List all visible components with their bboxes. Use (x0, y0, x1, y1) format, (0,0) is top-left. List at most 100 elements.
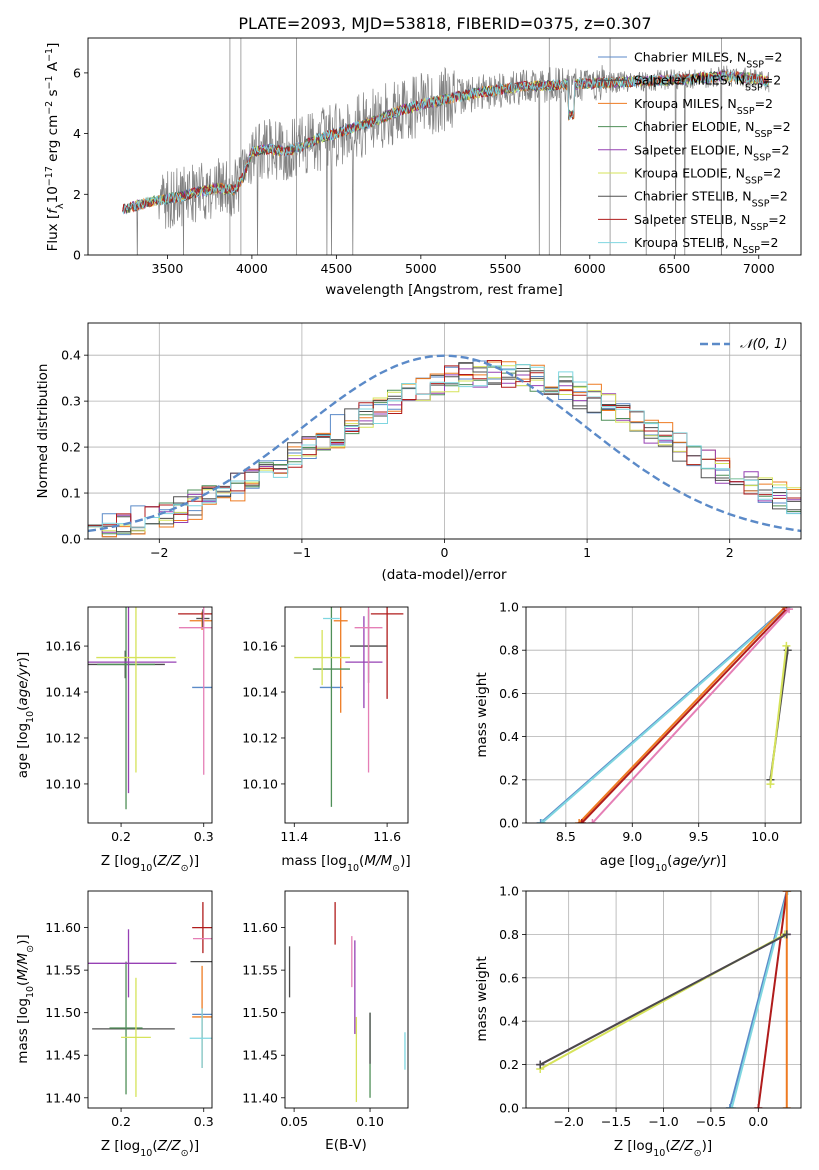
x-tick-label: 2 (726, 545, 734, 560)
label-part: =2 (769, 189, 787, 204)
label-part: 10 (347, 863, 359, 874)
errorbar-point (88, 929, 177, 998)
weight-line (728, 891, 788, 1108)
x-tick-label: −2.0 (553, 1114, 583, 1129)
x-axis-label: E(B-V) (325, 1137, 367, 1153)
x-tick-label: 0.10 (356, 1114, 384, 1129)
label-part: ( (665, 1138, 670, 1154)
y-tick-label: 11.55 (45, 963, 81, 978)
y-tick-label: 0.4 (61, 348, 81, 363)
y-tick-label: 0 (73, 248, 81, 263)
y-tick-label: 11.55 (242, 963, 278, 978)
x-tick-label: 1 (583, 545, 591, 560)
x-axis-label: (data-model)/error (381, 567, 507, 583)
legend-label: Kroupa MILES, NSSP=2 (634, 96, 773, 117)
y-tick-label: 6 (73, 65, 81, 80)
label-part: Flux [ (45, 214, 61, 252)
y-tick-label: 1.0 (499, 884, 519, 899)
mass-vs-extinction-panel: 0.05 0.10 11.40 11.45 11.50 11.55 11.60 E(B-V) (242, 890, 409, 1153)
label-part: λ (55, 203, 66, 209)
label-part: −1 (44, 75, 55, 89)
label-part: =2 (763, 73, 781, 88)
label-part: ⊙ (694, 1148, 702, 1159)
weight-line (769, 645, 788, 785)
y-tick-label: 0.0 (499, 816, 519, 831)
x-tick-label: 8.5 (556, 829, 576, 844)
y-axis-label: Flux [fλ10−17 erg cm−2 s−1 A−1] (44, 43, 66, 252)
figure-title: PLATE=2093, MJD=53818, FIBERID=0375, z=0… (238, 14, 651, 33)
x-tick-label: −1 (293, 545, 311, 560)
label-part: )] (400, 853, 411, 869)
normal-curve (88, 354, 801, 533)
x-tick-label: 0.3 (194, 1114, 214, 1129)
label-part: Kroupa MILES, N (634, 96, 737, 111)
legend-label: Chabrier STELIB, NSSP=2 (634, 189, 788, 210)
label-part: )] (189, 1138, 200, 1154)
axes-frame (87, 322, 802, 540)
y-tick-label: 10.12 (242, 730, 278, 745)
x-tick-label: 0.2 (111, 829, 131, 844)
legend-normal-label: 𝒩(0, 1) (740, 337, 787, 352)
y-tick-label: 0.8 (499, 927, 519, 942)
plot-area (88, 354, 801, 539)
x-tick-label: 10.0 (751, 829, 779, 844)
label-part: 10 (25, 986, 36, 998)
y-axis-label: mass [log10(M/M⊙)] (15, 934, 36, 1063)
x-tick-label: 0.3 (194, 829, 214, 844)
errorbar-point (189, 611, 212, 630)
y-tick-label: 11.60 (242, 920, 278, 935)
x-tick-label: 11.6 (373, 829, 401, 844)
label-part: =2 (768, 212, 786, 227)
weight-marker (782, 930, 791, 939)
label-part: ( (15, 706, 31, 711)
weight-line (541, 607, 789, 823)
plot-area (288, 902, 406, 1103)
x-tick-label: 5000 (405, 261, 437, 276)
label-part: ⊙ (181, 1148, 189, 1159)
y-tick-label: 10.10 (242, 776, 278, 791)
errorbar-point (354, 607, 383, 773)
weight-line (578, 607, 786, 823)
y-tick-label: 0.2 (499, 772, 519, 787)
errorbar-point (189, 1008, 212, 1069)
label-part: mass weight (474, 956, 490, 1041)
label-part: 10 (25, 711, 36, 723)
label-part: 10 (655, 863, 667, 874)
legend-label: Kroupa ELODIE, NSSP=2 (634, 166, 781, 187)
weight-marker (754, 1104, 763, 1108)
errorbar-point (88, 607, 177, 794)
y-axis-label: Normed distribution (35, 364, 51, 499)
plot-area (294, 607, 404, 807)
label-part: mass [log (15, 998, 31, 1064)
label-part: s (45, 89, 61, 100)
plot-area (536, 891, 792, 1108)
weight-marker (537, 819, 546, 823)
label-part: −17 (44, 166, 55, 186)
x-tick-label: 9.5 (689, 829, 709, 844)
label-part: SSP (742, 245, 760, 256)
y-tick-label: 0.4 (499, 1014, 519, 1029)
weight-marker (782, 891, 791, 895)
label-part: Salpeter STELIB, N (634, 212, 750, 227)
weight-line (757, 891, 788, 1108)
errorbar-point (333, 607, 348, 713)
errorbar-point (345, 616, 383, 709)
label-part: Kroupa STELIB, N (634, 235, 742, 250)
label-part: ⊙ (392, 863, 400, 874)
mass-weight-vs-age-panel: 8.5 9.0 9.5 10.0 0.0 0.2 0.4 0.6 0.8 1.0 age [log1… (474, 600, 802, 874)
label-part: ( (152, 853, 157, 869)
x-axis-label: mass [log10(M/M⊙)] (281, 853, 410, 874)
x-tick-label: −2 (150, 545, 168, 560)
y-tick-label: 11.40 (45, 1090, 81, 1105)
weight-marker (588, 819, 597, 823)
weight-line (581, 608, 788, 823)
label-part: mass weight (474, 672, 490, 757)
label-part: erg cm (45, 115, 61, 166)
y-tick-label: 10.16 (45, 639, 81, 654)
label-part: A (45, 61, 61, 75)
legend-label: Salpeter ELODIE, NSSP=2 (634, 142, 789, 163)
x-tick-label: 11.4 (280, 829, 308, 844)
